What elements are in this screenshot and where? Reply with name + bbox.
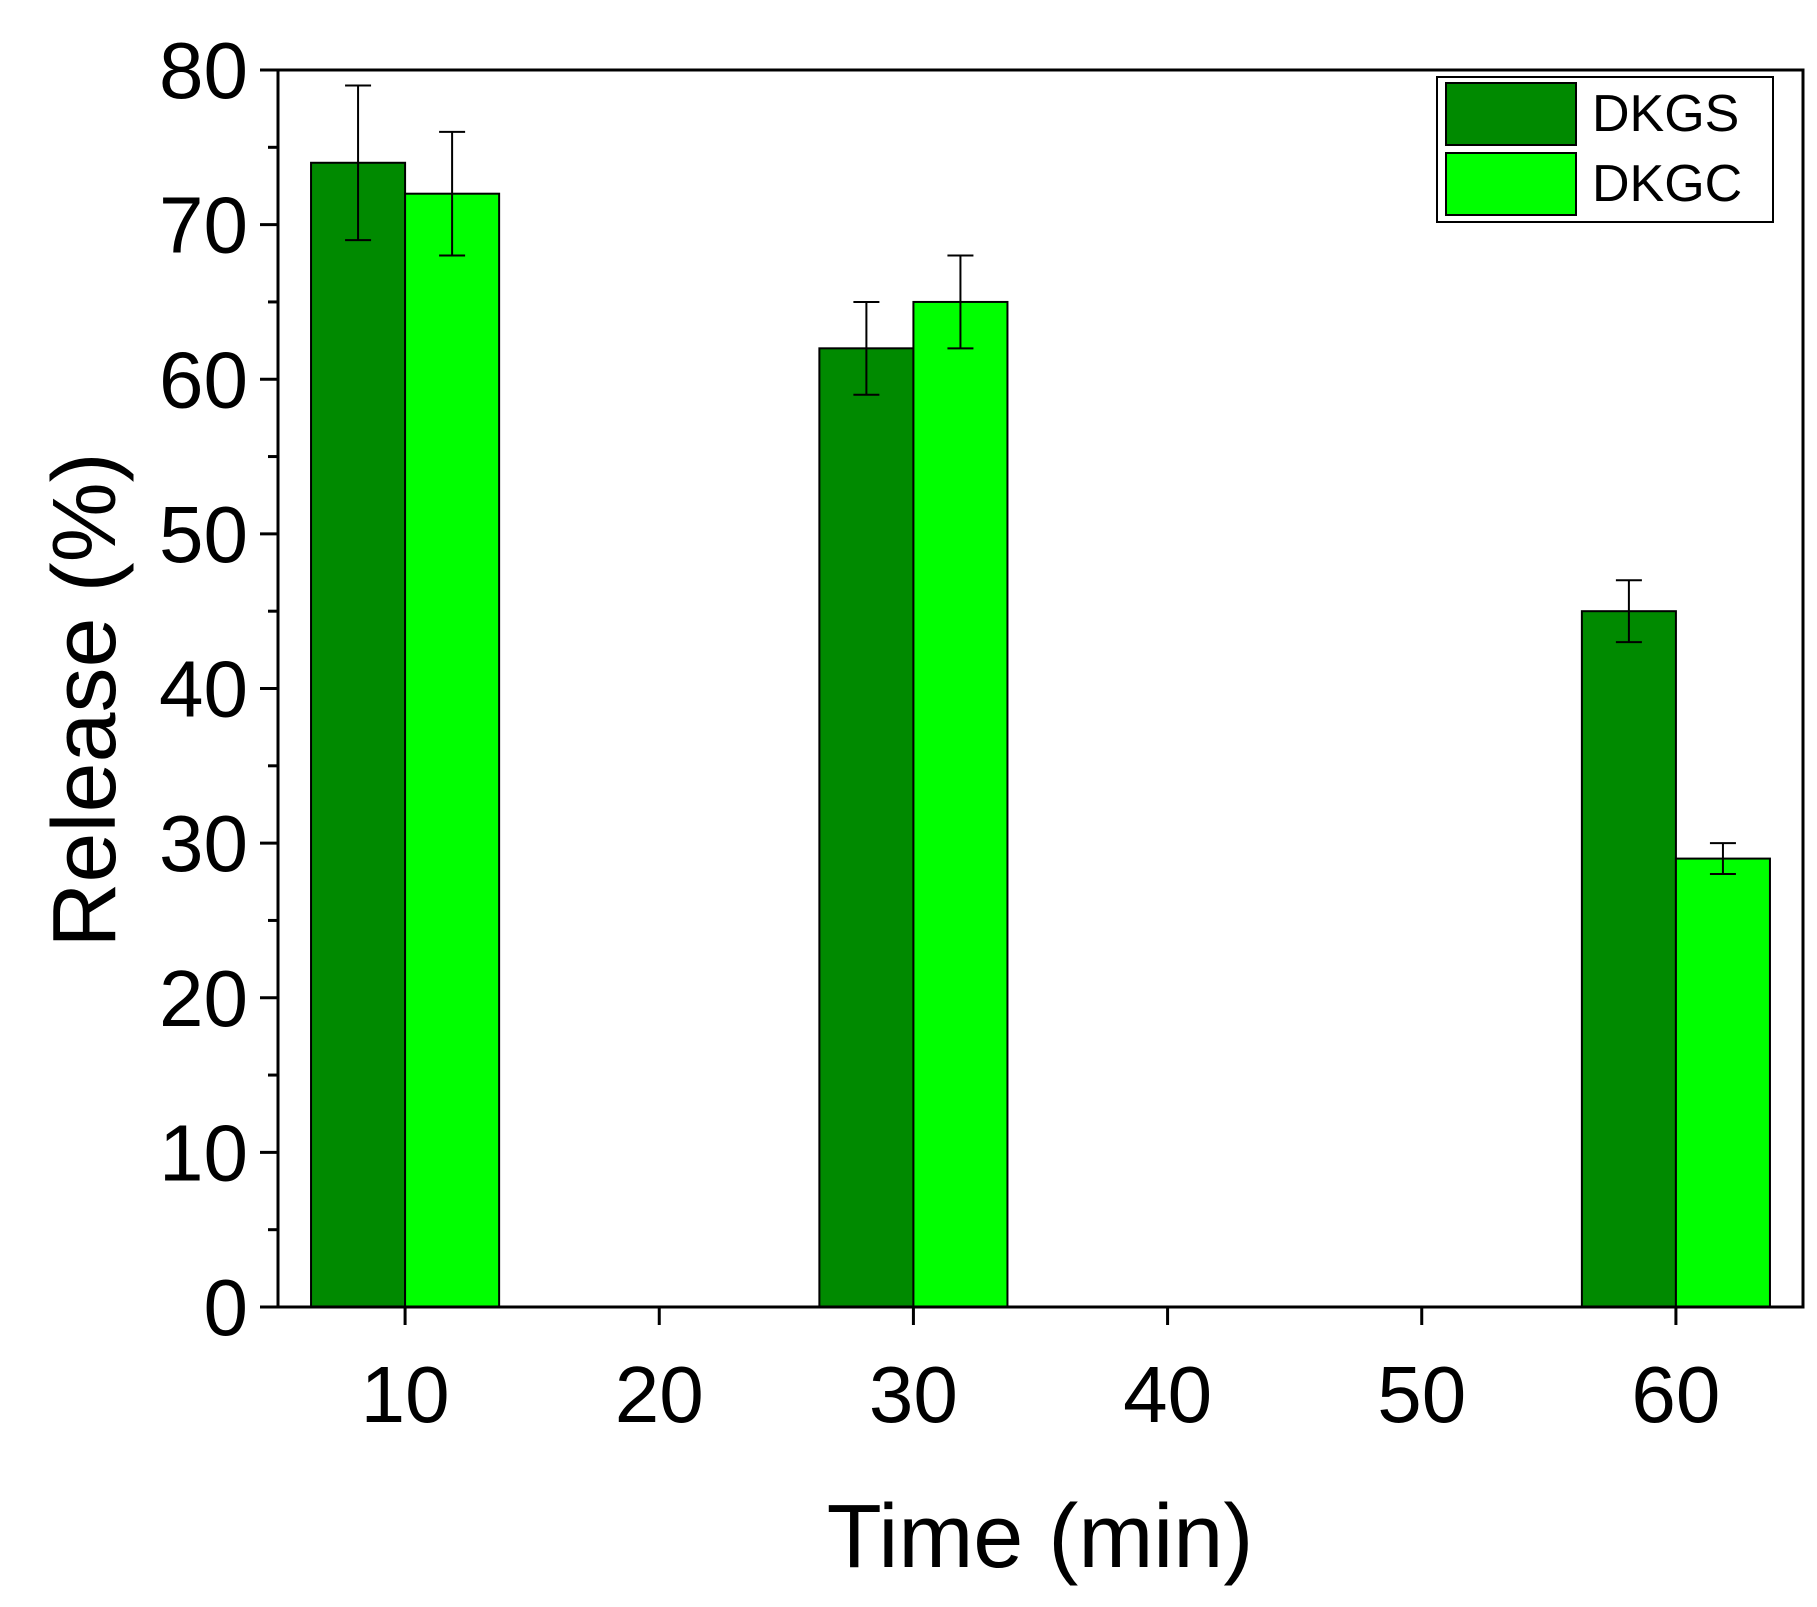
- y-tick-label: 60: [159, 335, 248, 424]
- x-tick-label: 40: [1123, 1350, 1212, 1439]
- y-tick-label: 80: [159, 26, 248, 115]
- legend-label-dkgc: DKGC: [1592, 155, 1742, 213]
- x-tick-label: 30: [869, 1350, 958, 1439]
- bar-dkgs-30: [818, 347, 915, 1308]
- y-tick-label: 50: [159, 490, 248, 579]
- y-tick-label: 10: [159, 1108, 248, 1197]
- y-tick-label: 70: [159, 181, 248, 270]
- plot-frame: [276, 68, 1805, 1309]
- y-tick-label: 40: [159, 645, 248, 734]
- bar-dkgc-60: [1674, 857, 1771, 1309]
- y-tick-label: 20: [159, 954, 248, 1043]
- x-tick-label: 60: [1631, 1350, 1720, 1439]
- bar-dkgc-30: [912, 300, 1009, 1308]
- bar-dkgs-10: [310, 161, 407, 1308]
- bar-dkgs-60: [1580, 610, 1677, 1308]
- y-tick-label: 30: [159, 799, 248, 888]
- x-tick-label: 10: [361, 1350, 450, 1439]
- legend-label-dkgs: DKGS: [1592, 85, 1739, 143]
- error-bars-layer: [345, 84, 1736, 876]
- legend: DKGS DKGC: [1436, 76, 1774, 223]
- x-axis-title: Time (min): [827, 1487, 1254, 1587]
- y-axis-title: Release (%): [35, 452, 135, 947]
- x-tick-label: 50: [1377, 1350, 1466, 1439]
- bar-dkgc-10: [404, 192, 501, 1309]
- legend-swatch-dkgs: [1445, 82, 1577, 146]
- bars-layer: [310, 161, 1771, 1309]
- legend-swatch-dkgc: [1445, 152, 1577, 216]
- x-axis-ticks: 10 20 30 40 50 60: [361, 1307, 1720, 1439]
- y-tick-label: 0: [204, 1263, 249, 1352]
- y-axis-ticks: 0 10 20 30 40 50 60 70 80: [159, 26, 278, 1352]
- x-tick-label: 20: [615, 1350, 704, 1439]
